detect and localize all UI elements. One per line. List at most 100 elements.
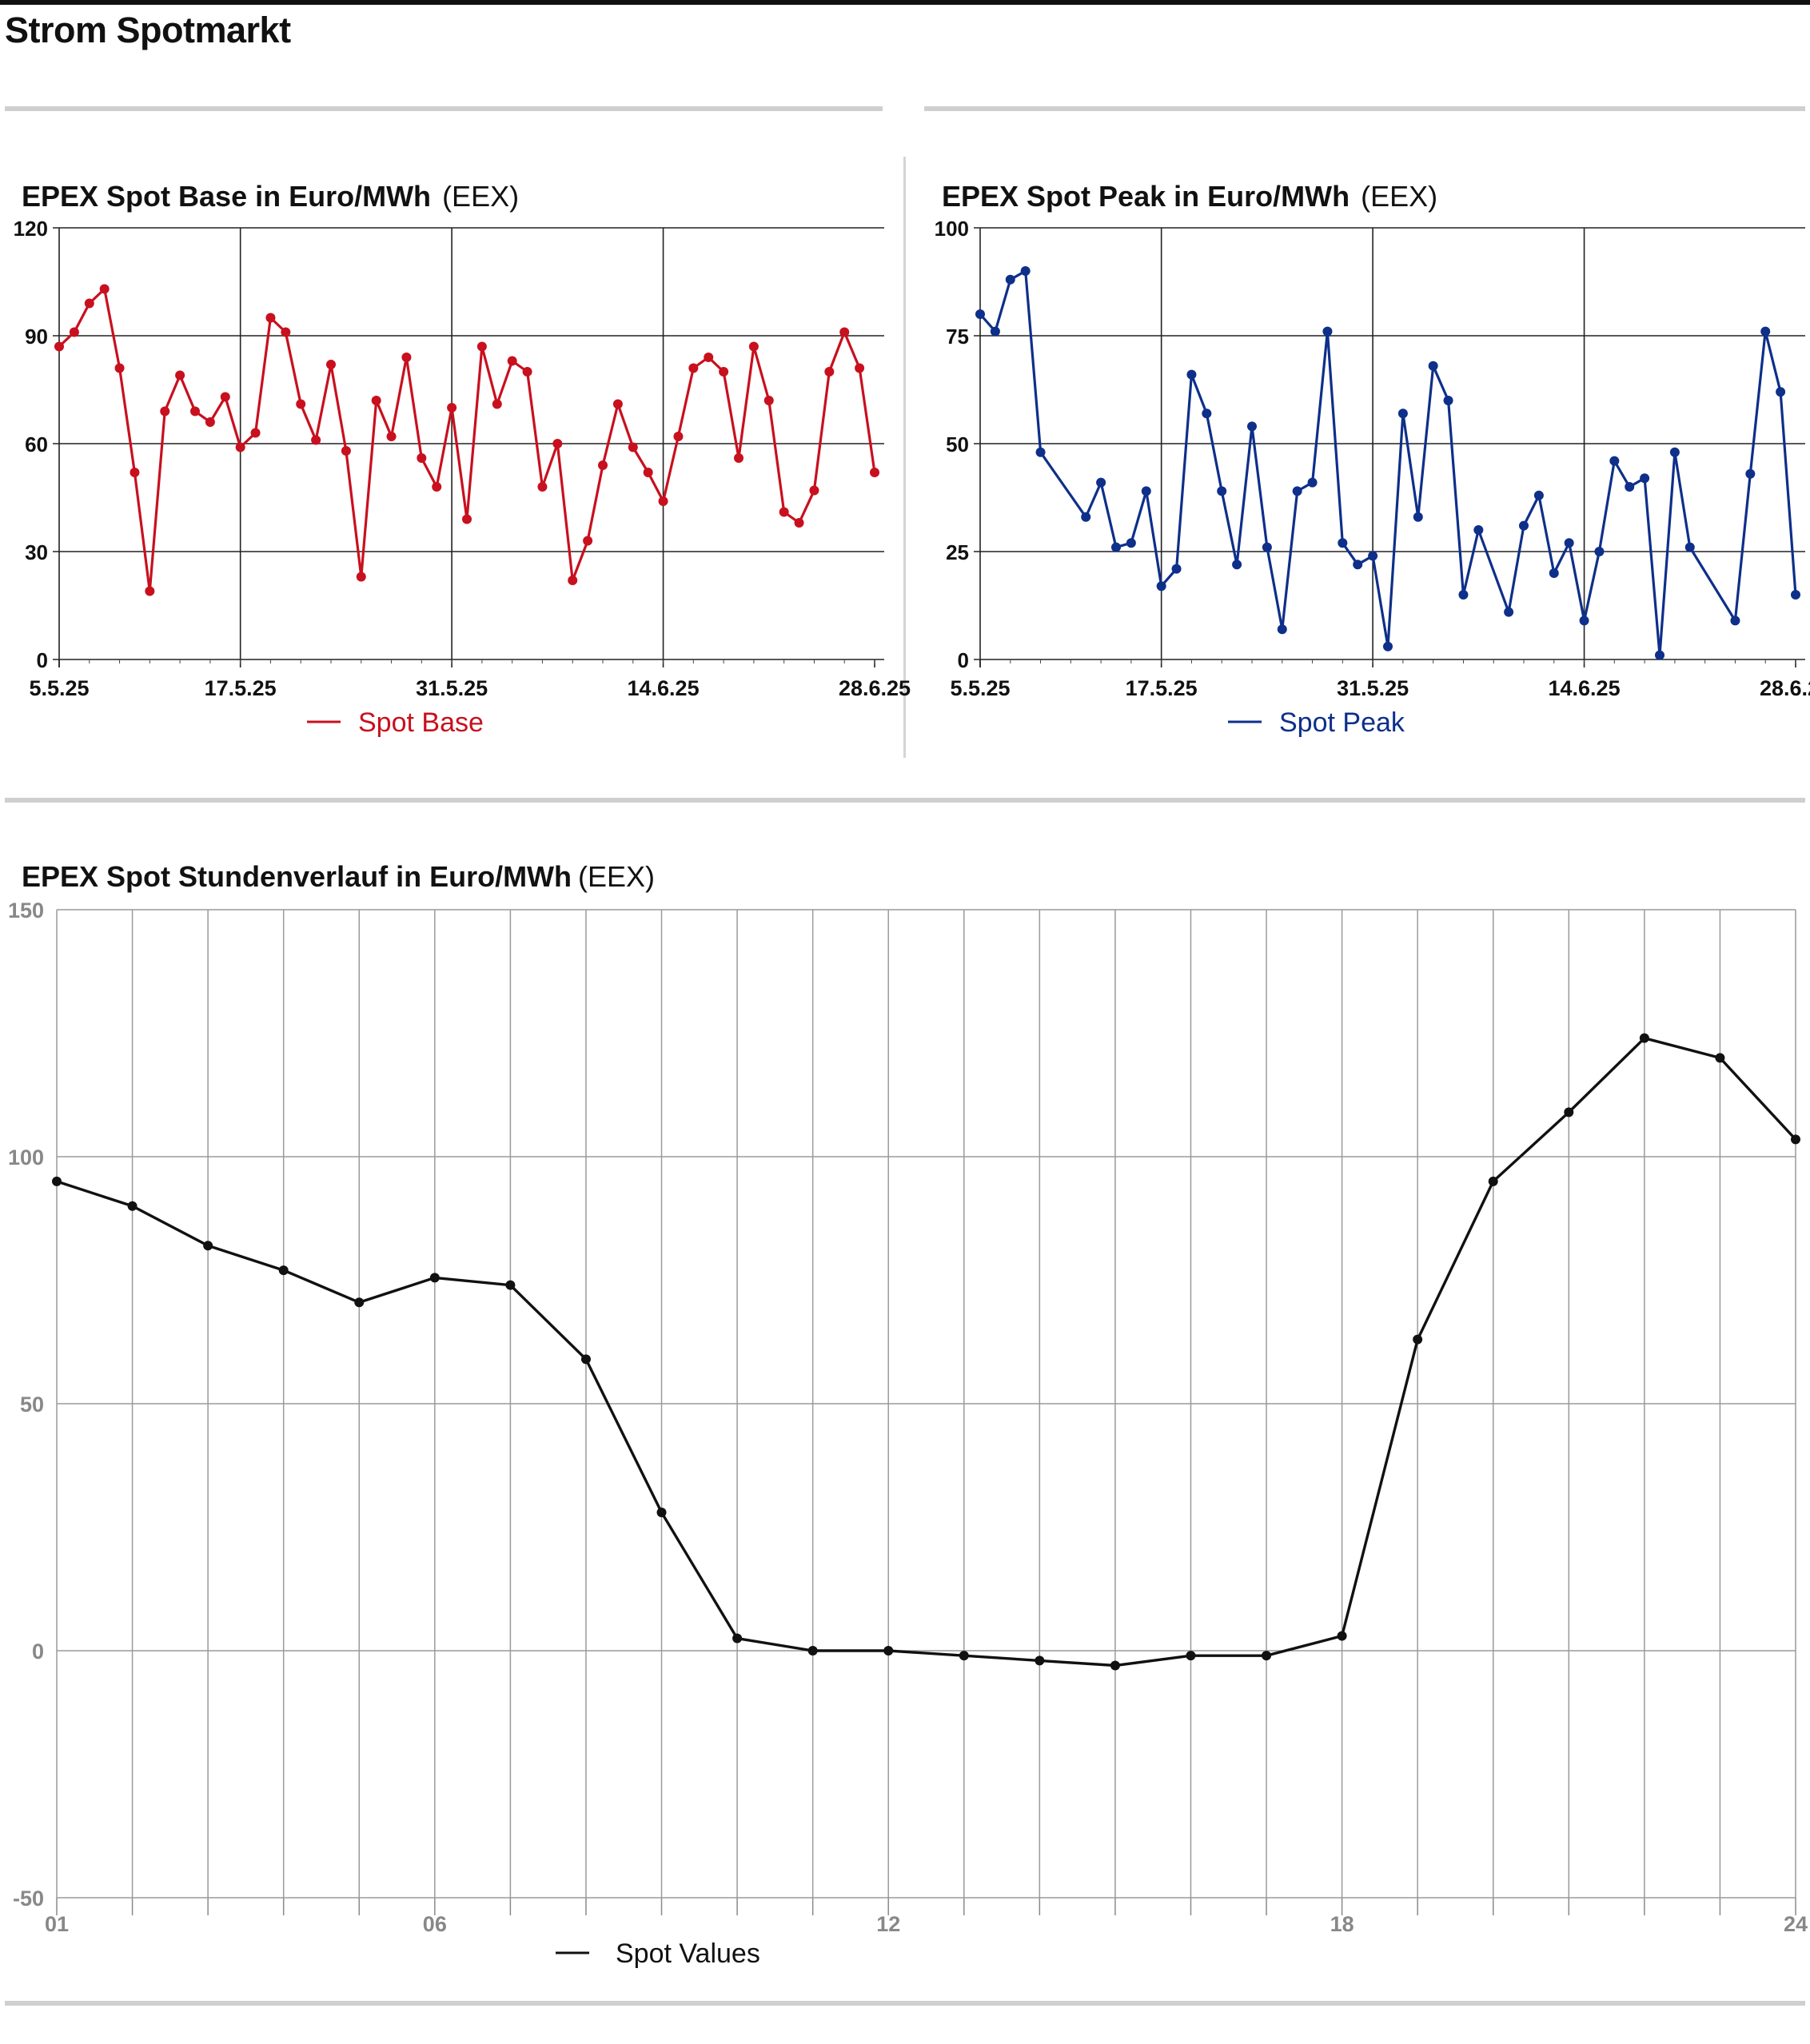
peak-data-point — [1035, 447, 1046, 457]
peak-data-point — [1428, 361, 1438, 371]
base-data-point — [205, 417, 215, 427]
hourly-data-point — [1639, 1033, 1649, 1043]
base-data-point — [99, 284, 110, 294]
base-data-point — [507, 356, 517, 366]
hourly-x-tick-label: 12 — [876, 1912, 900, 1936]
hourly-y-tick-label: -50 — [13, 1887, 44, 1911]
peak-series-line — [979, 269, 1797, 657]
base-data-point — [114, 363, 125, 373]
base-data-point — [568, 576, 578, 585]
peak-data-point — [1549, 568, 1559, 578]
base-data-point — [296, 399, 306, 409]
base-data-point — [311, 435, 321, 445]
hourly-data-point — [1413, 1334, 1423, 1345]
peak-data-point — [1368, 551, 1378, 561]
peak-x-tick-label: 14.6.25 — [1549, 676, 1621, 700]
base-data-point — [341, 446, 351, 456]
base-chart-title-text: EPEX Spot Base in Euro/MWh — [22, 180, 432, 213]
peak-data-point — [1791, 590, 1800, 600]
peak-legend-label: Spot Peak — [1279, 707, 1405, 738]
peak-data-point — [1277, 624, 1287, 635]
hourly-data-point — [1488, 1176, 1498, 1186]
base-x-tick-label: 14.6.25 — [628, 676, 700, 700]
divider-base — [5, 106, 883, 111]
base-y-tick-label: 0 — [37, 648, 48, 672]
base-data-point — [145, 586, 155, 596]
base-data-point — [447, 403, 457, 412]
peak-data-point — [990, 326, 1000, 337]
peak-data-point — [1126, 538, 1136, 548]
peak-data-point — [1353, 560, 1363, 570]
hourly-data-point — [1186, 1651, 1196, 1661]
peak-chart-title-text: EPEX Spot Peak in Euro/MWh — [942, 180, 1350, 213]
peak-y-tick-label: 75 — [946, 325, 969, 349]
page-title: Strom Spotmarkt — [5, 10, 291, 50]
peak-data-point — [1609, 456, 1620, 466]
peak-x-tick-label: 5.5.25 — [950, 676, 1010, 700]
hourly-y-tick-label: 150 — [8, 898, 44, 922]
base-data-point — [371, 396, 381, 405]
hourly-y-tick-label: 0 — [32, 1640, 44, 1663]
base-data-point — [673, 432, 684, 441]
peak-data-point — [1397, 408, 1408, 419]
peak-data-point — [1745, 468, 1756, 479]
peak-data-point — [1655, 650, 1664, 660]
hourly-data-point — [505, 1280, 516, 1290]
base-data-point — [417, 453, 427, 463]
peak-data-point — [1141, 486, 1151, 496]
base-y-tick-label: 30 — [25, 540, 48, 564]
hourly-data-point — [883, 1646, 894, 1656]
peak-data-point — [1413, 512, 1423, 522]
peak-data-point — [1594, 547, 1605, 556]
base-data-point — [326, 360, 336, 369]
base-data-point — [235, 442, 245, 452]
base-data-point — [552, 439, 563, 448]
peak-data-point — [1262, 542, 1272, 552]
hourly-x-tick-label: 24 — [1784, 1912, 1808, 1936]
peak-data-point — [1383, 641, 1393, 651]
base-data-point — [704, 353, 714, 362]
hourly-data-point — [1262, 1651, 1272, 1661]
hourly-data-point — [580, 1354, 591, 1365]
base-legend-label: Spot Base — [358, 707, 484, 738]
hourly-x-tick-label: 01 — [45, 1912, 69, 1936]
peak-y-tick-label: 50 — [946, 432, 969, 456]
base-data-point — [855, 363, 865, 373]
peak-data-point — [1473, 525, 1484, 535]
base-data-point — [824, 367, 835, 377]
base-data-point — [794, 518, 804, 528]
base-data-point — [779, 507, 789, 517]
base-data-point — [54, 341, 64, 352]
base-chart-source: (EEX) — [442, 180, 520, 213]
peak-y-tick-label: 25 — [946, 540, 969, 564]
base-data-point — [130, 468, 140, 477]
hourly-data-point — [278, 1265, 289, 1276]
base-data-point — [250, 428, 261, 438]
peak-data-point — [1669, 447, 1680, 457]
base-data-point — [220, 392, 230, 402]
base-data-point — [356, 572, 366, 582]
hourly-data-point — [1110, 1660, 1120, 1671]
hourly-data-point — [959, 1651, 969, 1661]
peak-y-tick-label: 100 — [935, 217, 969, 241]
peak-data-point — [1579, 616, 1589, 626]
peak-data-point — [1096, 477, 1106, 488]
base-data-point — [537, 482, 548, 492]
hourly-y-tick-label: 50 — [20, 1393, 44, 1416]
base-data-point — [190, 406, 200, 416]
hourly-y-tick-label: 100 — [8, 1146, 44, 1169]
peak-data-point — [1202, 408, 1212, 419]
hourly-data-point — [1564, 1107, 1574, 1118]
peak-data-point — [1217, 486, 1227, 496]
peak-x-tick-label: 28.6.25 — [1760, 676, 1810, 700]
peak-data-point — [1760, 326, 1771, 337]
base-data-point — [462, 514, 472, 524]
base-data-point — [175, 370, 185, 381]
base-series-line — [58, 287, 876, 593]
peak-x-tick-label: 31.5.25 — [1337, 676, 1409, 700]
base-data-point — [386, 432, 397, 441]
divider-middle — [5, 798, 1805, 803]
hourly-data-point — [127, 1201, 138, 1211]
hourly-data-point — [1337, 1631, 1347, 1641]
